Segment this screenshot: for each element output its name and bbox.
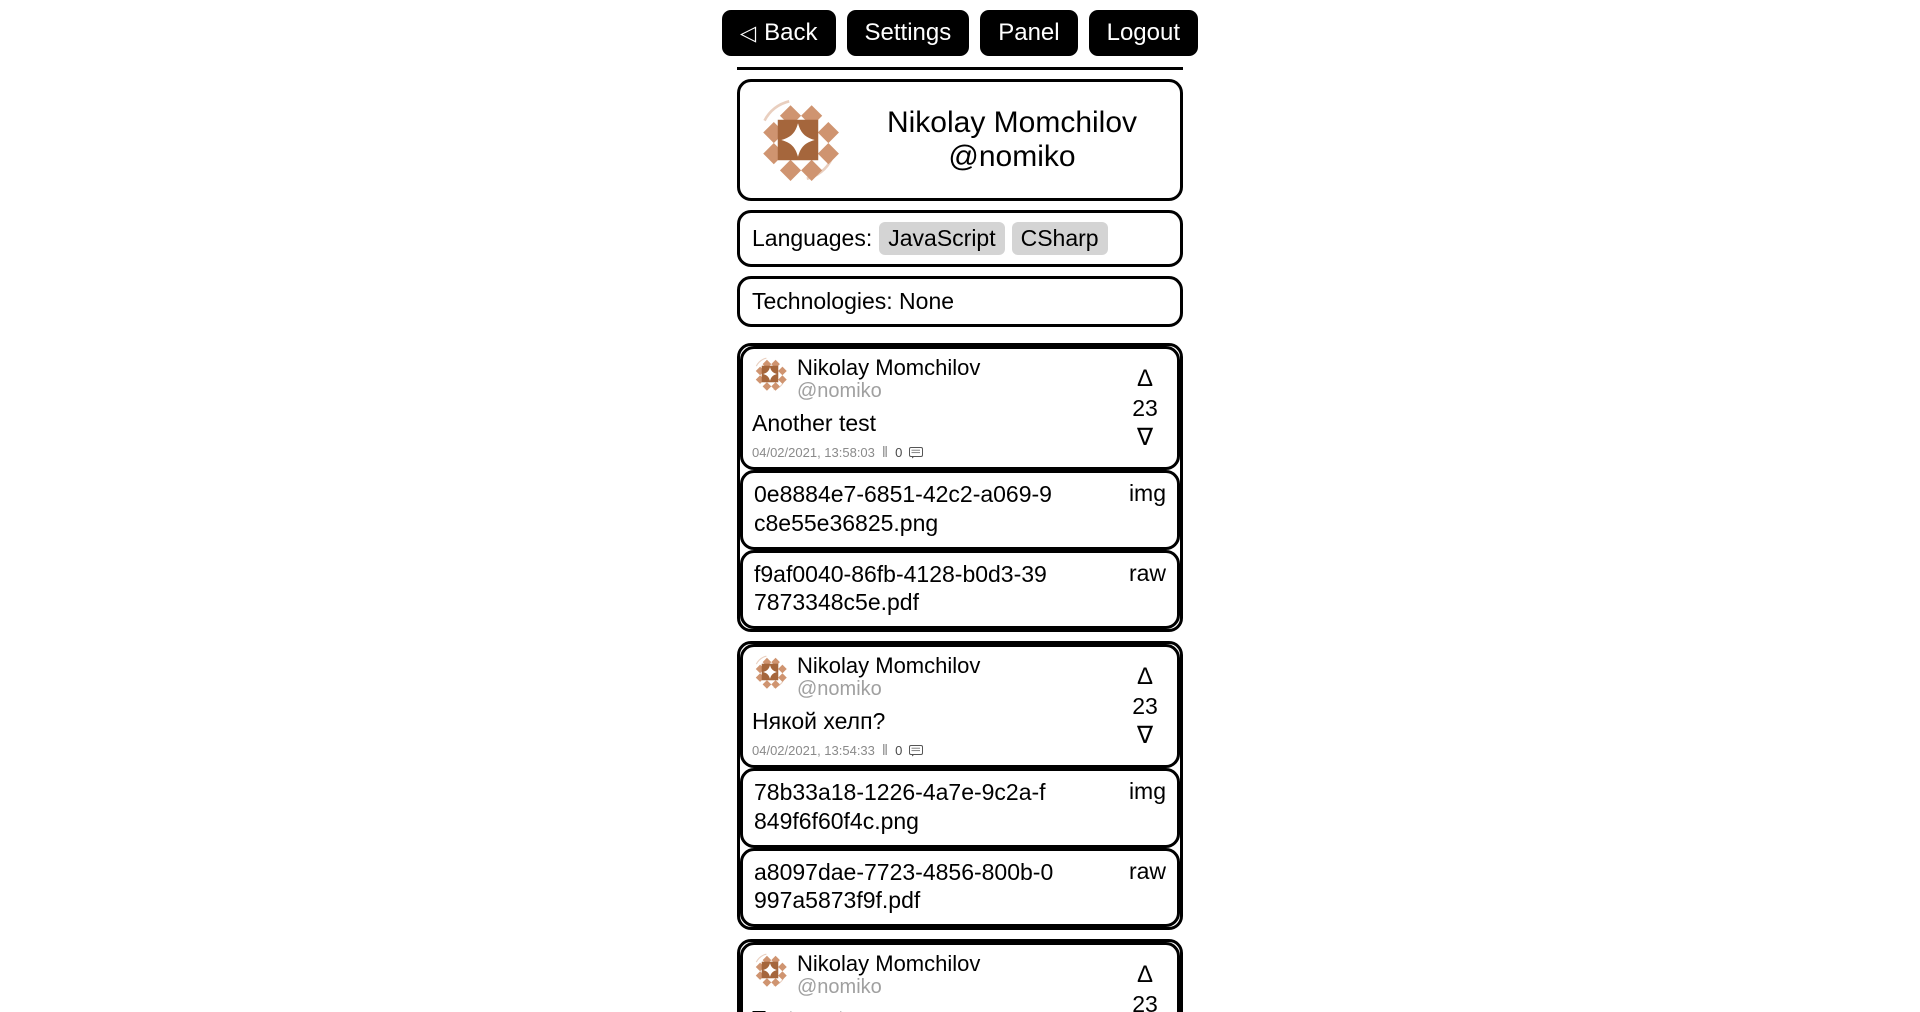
meta-separator: ‖ — [881, 444, 889, 462]
vote-column: Δ 23 ∇ — [1122, 952, 1168, 1012]
post-author-text: Nikolay Momchilov @nomiko — [797, 952, 980, 998]
profile-card: Nikolay Momchilov @nomiko — [737, 79, 1183, 201]
post-card[interactable]: Nikolay Momchilov @nomiko Test post 04/0… — [740, 942, 1180, 1012]
language-tag[interactable]: CSharp — [1011, 222, 1108, 255]
post-author-handle: @nomiko — [797, 380, 882, 403]
post-body: Nikolay Momchilov @nomiko Test post 04/0… — [752, 952, 1122, 1012]
post-author-row: Nikolay Momchilov @nomiko — [752, 356, 1122, 402]
speech-bubble-icon — [909, 446, 924, 459]
attachment-row[interactable]: 0e8884e7-6851-42c2-a069-9c8e55e36825.png… — [740, 470, 1180, 550]
identicon-avatar — [752, 654, 788, 691]
post-author-row: Nikolay Momchilov @nomiko — [752, 952, 1122, 998]
post-group: Nikolay Momchilov @nomiko Another test 0… — [737, 343, 1183, 633]
upvote-icon[interactable]: Δ — [1136, 663, 1154, 691]
back-triangle-icon: ◁ — [739, 21, 757, 45]
post-group: Nikolay Momchilov @nomiko Някой хелп? 04… — [737, 641, 1183, 931]
comment-count: 0 — [895, 743, 903, 759]
post-author-handle: @nomiko — [797, 678, 882, 701]
attachment-row[interactable]: a8097dae-7723-4856-800b-0997a5873f9f.pdf… — [740, 847, 1180, 928]
vote-column: Δ 23 ∇ — [1122, 356, 1168, 461]
post-author-text: Nikolay Momchilov @nomiko — [797, 356, 980, 402]
attachment-filename: 0e8884e7-6851-42c2-a069-9c8e55e36825.png — [754, 481, 1052, 536]
vote-count: 23 — [1132, 395, 1158, 422]
meta-separator: ‖ — [881, 742, 889, 760]
comment-count: 0 — [895, 445, 903, 461]
post-title: Някой хелп? — [752, 708, 886, 735]
vote-count: 23 — [1132, 991, 1158, 1012]
post-body: Nikolay Momchilov @nomiko Another test 0… — [752, 356, 1122, 461]
post-author-handle: @nomiko — [797, 976, 882, 999]
downvote-icon[interactable]: ∇ — [1136, 424, 1154, 452]
post-list: Nikolay Momchilov @nomiko Another test 0… — [737, 343, 1183, 1012]
attachment-kind-label[interactable]: raw — [1128, 857, 1166, 884]
language-tag-list: JavaScript CSharp — [879, 222, 1108, 255]
content-column: Nikolay Momchilov @nomiko Languages: Jav… — [737, 79, 1183, 1012]
language-tag[interactable]: JavaScript — [879, 222, 1005, 255]
attachment-kind-label[interactable]: raw — [1128, 559, 1166, 586]
post-author-text: Nikolay Momchilov @nomiko — [797, 654, 980, 700]
post-author-name: Nikolay Momchilov — [797, 951, 981, 977]
upvote-icon[interactable]: Δ — [1136, 961, 1154, 989]
nav-divider — [737, 67, 1183, 70]
post-card[interactable]: Nikolay Momchilov @nomiko Някой хелп? 04… — [740, 644, 1180, 769]
post-author-name: Nikolay Momchilov — [797, 653, 981, 679]
attachment-kind-label[interactable]: img — [1128, 480, 1166, 507]
panel-button[interactable]: Panel — [980, 10, 1078, 56]
nav-button-label: Panel — [998, 19, 1060, 46]
post-author-name: Nikolay Momchilov — [797, 355, 981, 380]
attachment-row[interactable]: f9af0040-86fb-4128-b0d3-397873348c5e.pdf… — [740, 549, 1180, 630]
identicon-avatar — [752, 952, 788, 989]
post-timestamp: 04/02/2021, 13:54:33 — [752, 743, 875, 759]
attachment-filename: f9af0040-86fb-4128-b0d3-397873348c5e.pdf — [754, 560, 1047, 616]
vote-count: 23 — [1132, 693, 1158, 720]
attachment-filename: a8097dae-7723-4856-800b-0997a5873f9f.pdf — [754, 858, 1054, 914]
profile-identity: Nikolay Momchilov @nomiko — [858, 106, 1166, 175]
nav-button-label: Back — [764, 19, 818, 46]
attachment-row[interactable]: 78b33a18-1226-4a7e-9c2a-f849f6f60f4c.png… — [740, 768, 1180, 848]
attachment-filename: 78b33a18-1226-4a7e-9c2a-f849f6f60f4c.png — [754, 779, 1046, 834]
logout-button[interactable]: Logout — [1088, 10, 1199, 56]
attachment-kind-label[interactable]: img — [1128, 778, 1166, 805]
profile-handle: @nomiko — [948, 140, 1076, 173]
technologies-text: Technologies: None — [752, 288, 955, 314]
nav-button-label: Settings — [864, 19, 952, 46]
post-author-row: Nikolay Momchilov @nomiko — [752, 654, 1122, 700]
settings-button[interactable]: Settings — [846, 10, 970, 56]
upvote-icon[interactable]: Δ — [1136, 365, 1154, 393]
back-button[interactable]: ◁ Back — [721, 10, 836, 56]
nav-button-label: Logout — [1106, 19, 1181, 46]
vote-column: Δ 23 ∇ — [1122, 654, 1168, 759]
top-navbar: ◁ Back Settings Panel Logout — [0, 0, 1920, 56]
identicon-avatar — [754, 96, 842, 184]
post-group: Nikolay Momchilov @nomiko Test post 04/0… — [737, 939, 1183, 1012]
profile-name: Nikolay Momchilov — [886, 105, 1138, 139]
post-body: Nikolay Momchilov @nomiko Някой хелп? 04… — [752, 654, 1122, 759]
post-timestamp: 04/02/2021, 13:58:03 — [752, 445, 875, 461]
languages-label: Languages: — [752, 225, 873, 251]
post-card[interactable]: Nikolay Momchilov @nomiko Another test 0… — [740, 346, 1180, 471]
post-title: Test post — [752, 1006, 1122, 1012]
speech-bubble-icon — [909, 744, 924, 757]
post-title: Another test — [752, 410, 877, 437]
technologies-card: Technologies: None — [737, 276, 1183, 327]
languages-card: Languages: JavaScript CSharp — [737, 210, 1183, 267]
post-meta: 04/02/2021, 13:54:33 ‖ 0 — [752, 742, 1122, 759]
downvote-icon[interactable]: ∇ — [1136, 722, 1154, 750]
identicon-avatar — [752, 356, 788, 392]
post-meta: 04/02/2021, 13:58:03 ‖ 0 — [752, 444, 1122, 461]
